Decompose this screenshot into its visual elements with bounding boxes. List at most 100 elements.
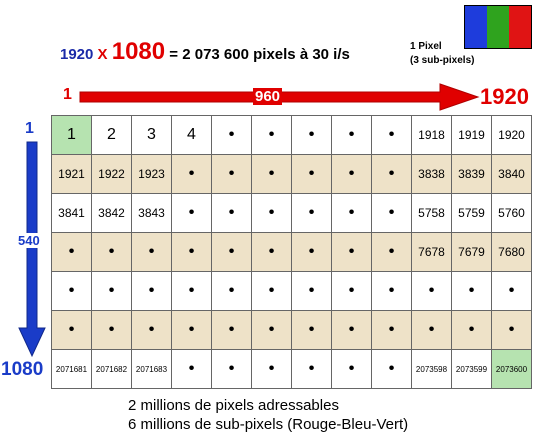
grid-row: • • • • • • • • • • • • [51, 271, 532, 311]
pixel-cell: • [131, 310, 172, 350]
pixel-cell: 2 [91, 115, 132, 155]
pixel-cell: • [371, 232, 412, 272]
pixel-cell: 1923 [131, 154, 172, 194]
pixel-cell: 5758 [411, 193, 452, 233]
vertical-arrow [18, 141, 46, 358]
pixel-sample [464, 5, 532, 49]
pixel-cell: 1919 [451, 115, 492, 155]
pixel-cell: • [251, 232, 292, 272]
pixel-cell: • [371, 154, 412, 194]
pixel-cell: • [251, 154, 292, 194]
pixel-cell: • [171, 193, 212, 233]
pixel-cell: • [411, 310, 452, 350]
pixel-cell: • [211, 193, 252, 233]
pixel-cell: • [291, 115, 332, 155]
pixel-cell: 2073598 [411, 349, 452, 389]
pixel-cell: 3839 [451, 154, 492, 194]
pixel-cell: • [91, 232, 132, 272]
pixel-cell: • [331, 193, 372, 233]
pixel-cell: 2071682 [91, 349, 132, 389]
pixel-cell: • [331, 271, 372, 311]
pixel-cell: 1922 [91, 154, 132, 194]
pixel-cell: • [131, 271, 172, 311]
pixel-count-text: = 2 073 600 pixels à 30 i/s [169, 46, 350, 63]
pixel-cell: 3 [131, 115, 172, 155]
pixel-cell: 7678 [411, 232, 452, 272]
red-subpixel [509, 6, 531, 48]
pixel-cell: • [211, 310, 252, 350]
pixel-cell: • [171, 271, 212, 311]
pixel-cell: • [51, 271, 92, 311]
pixel-cell: • [91, 271, 132, 311]
pixel-cell: 1920 [491, 115, 532, 155]
grid-row: • • • • • • • • • 7678 7679 7680 [51, 232, 532, 272]
pixel-cell: 2071681 [51, 349, 92, 389]
times-sign: X [97, 46, 108, 63]
pixel-cell: 1 [51, 115, 92, 155]
pixel-cell: • [211, 115, 252, 155]
pixel-cell: • [411, 271, 452, 311]
grid-row: 3841 3842 3843 • • • • • • 5758 5759 5760 [51, 193, 532, 233]
pixel-cell: 7680 [491, 232, 532, 272]
pixel-cell: 3842 [91, 193, 132, 233]
pixel-cell: • [171, 154, 212, 194]
pixel-label: 1 Pixel (3 sub-pixels) [410, 40, 474, 68]
grid-row: 1 2 3 4 • • • • • 1918 1919 1920 [51, 115, 532, 155]
pixel-cell: • [251, 271, 292, 311]
pixel-cell: 5760 [491, 193, 532, 233]
pixel-cell: 1918 [411, 115, 452, 155]
v-axis-end: 1080 [1, 359, 44, 380]
pixel-cell: 7679 [451, 232, 492, 272]
pixel-cell: 2073600 [491, 349, 532, 389]
pixel-cell: • [171, 310, 212, 350]
resolution-title: 1920 X 1080 = 2 073 600 pixels à 30 i/s [60, 38, 350, 66]
h-axis-end: 1920 [480, 84, 529, 109]
pixel-cell: • [131, 232, 172, 272]
pixel-cell: • [91, 310, 132, 350]
pixel-cell: • [451, 310, 492, 350]
pixel-cell: 4 [171, 115, 212, 155]
blue-subpixel [465, 6, 487, 48]
height-value: 1080 [111, 38, 166, 65]
pixel-cell: • [371, 193, 412, 233]
h-axis-start: 1 [63, 86, 72, 103]
footer-line2: 6 millions de sub-pixels (Rouge-Bleu-Ver… [128, 416, 409, 433]
pixel-cell: 2071683 [131, 349, 172, 389]
pixel-cell: • [291, 310, 332, 350]
pixel-cell: • [211, 232, 252, 272]
pixel-cell: • [371, 115, 412, 155]
pixel-cell: 2073599 [451, 349, 492, 389]
pixel-cell: • [331, 349, 372, 389]
pixel-cell: • [371, 310, 412, 350]
v-axis-start: 1 [25, 120, 34, 137]
pixel-cell: • [291, 349, 332, 389]
grid-row: 2071681 2071682 2071683 • • • • • • 2073598 207359… [51, 349, 532, 389]
pixel-cell: • [371, 349, 412, 389]
pixel-label-line2: (3 sub-pixels) [410, 55, 475, 66]
pixel-cell: • [331, 310, 372, 350]
pixel-cell: • [251, 115, 292, 155]
pixel-cell: • [211, 154, 252, 194]
pixel-table: 1 2 3 4 • • • • • 1918 1919 1920 1921 1922 1923 • • • • • • 3… [51, 115, 532, 389]
pixel-cell: • [451, 271, 492, 311]
pixel-cell: • [491, 310, 532, 350]
v-axis-mid: 540 [18, 233, 40, 248]
pixel-cell: • [211, 349, 252, 389]
pixel-cell: • [291, 193, 332, 233]
pixel-cell: 5759 [451, 193, 492, 233]
pixel-cell: • [51, 232, 92, 272]
pixel-cell: • [251, 193, 292, 233]
pixel-label-line1: 1 Pixel [410, 41, 442, 52]
pixel-cell: • [171, 349, 212, 389]
pixel-cell: • [291, 154, 332, 194]
pixel-cell: • [491, 271, 532, 311]
pixel-cell: • [51, 310, 92, 350]
pixel-cell: • [331, 154, 372, 194]
pixel-cell: • [371, 271, 412, 311]
pixel-cell: 1921 [51, 154, 92, 194]
pixel-cell: • [291, 271, 332, 311]
pixel-cell: • [331, 232, 372, 272]
pixel-cell: • [251, 310, 292, 350]
h-axis-mid: 960 [253, 88, 283, 105]
pixel-cell: 3841 [51, 193, 92, 233]
